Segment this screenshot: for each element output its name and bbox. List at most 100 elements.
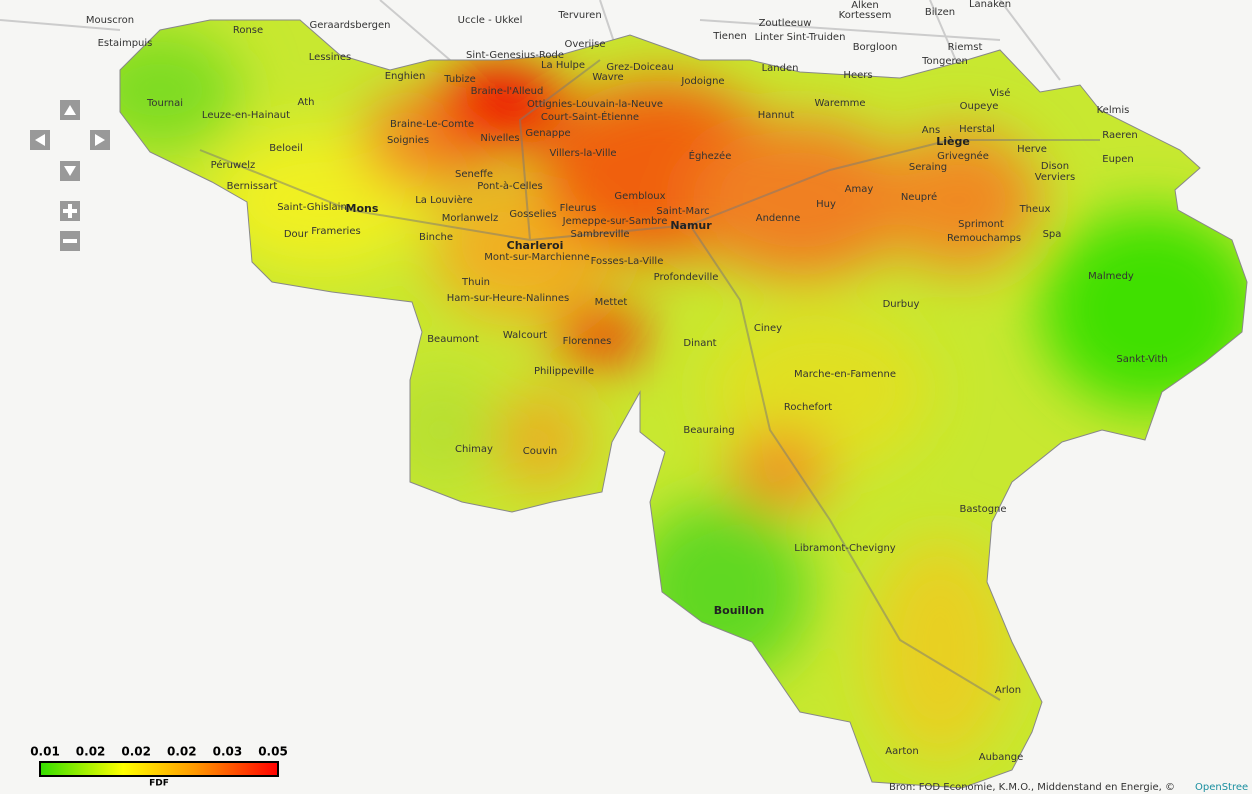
place-label: Visé	[990, 87, 1011, 99]
place-label: Seneffe	[455, 169, 493, 180]
place-label: Mont-sur-Marchienne	[484, 252, 589, 263]
place-label: Bastogne	[959, 504, 1006, 515]
attribution: Bron: FOD Economie, K.M.O., Middenstand …	[889, 782, 1175, 793]
legend-tick-label: 0.02	[121, 745, 151, 759]
place-label: Villers-la-Ville	[549, 148, 616, 159]
place-label: Dinant	[683, 338, 716, 349]
place-label: Eupen	[1102, 154, 1134, 165]
place-label: Geraardsbergen	[309, 20, 390, 31]
place-label: Tervuren	[557, 10, 601, 21]
place-label: Aubange	[979, 752, 1024, 763]
pan-left[interactable]	[30, 130, 50, 150]
place-label: Thuin	[461, 277, 490, 288]
place-label: Ath	[298, 97, 315, 108]
place-label: Andenne	[756, 213, 801, 224]
place-label: Bilzen	[925, 7, 955, 18]
place-label: Florennes	[563, 336, 612, 347]
place-label: Braine-l'Alleud	[471, 86, 544, 97]
place-label: La Hulpe	[541, 60, 585, 71]
place-label: Herve	[1017, 144, 1047, 155]
place-label: Rochefort	[784, 402, 832, 413]
place-label: Grivegnée	[937, 150, 989, 162]
place-label: Tienen	[712, 31, 747, 42]
place-label: Uccle - Ukkel	[458, 15, 523, 26]
place-label: Fosses-La-Ville	[591, 256, 664, 267]
place-label: Kortessem	[839, 10, 892, 21]
place-label: Couvin	[523, 446, 557, 457]
place-label: Arlon	[995, 685, 1021, 696]
place-label: Gosselies	[509, 209, 556, 220]
place-label: Seraing	[909, 162, 947, 173]
zoom-out[interactable]	[60, 231, 80, 251]
place-label: Court-Saint-Étienne	[541, 110, 639, 123]
place-label: Heers	[843, 70, 872, 81]
place-label: Mettet	[595, 297, 628, 308]
place-label: Marche-en-Famenne	[794, 369, 896, 380]
place-label: Mons	[346, 202, 379, 215]
place-label: Dison	[1041, 161, 1069, 172]
place-label: Genappe	[525, 128, 570, 139]
place-label: Saint-Marc	[656, 206, 709, 217]
place-label: Amay	[845, 184, 874, 195]
zoom-in[interactable]	[60, 201, 80, 221]
place-label: Éghezée	[689, 149, 732, 162]
attribution-link[interactable]: OpenStree	[1195, 782, 1248, 793]
place-label: Profondeville	[654, 272, 719, 283]
place-label: Frameries	[311, 226, 360, 237]
place-label: Ans	[922, 125, 940, 136]
place-label: Mouscron	[86, 15, 134, 26]
place-label: Verviers	[1035, 172, 1076, 183]
background-roads	[0, 0, 1061, 81]
place-label: Waremme	[814, 98, 865, 109]
place-label: Pont-à-Celles	[477, 180, 542, 192]
place-label: Herstal	[959, 124, 995, 135]
place-label: Libramont-Chevigny	[794, 543, 896, 554]
place-label: Linter Sint-Truiden	[755, 32, 846, 43]
place-label: Sint-Genesius-Rode	[466, 50, 564, 61]
place-label: Saint-Ghislain	[277, 202, 347, 213]
place-label: Nivelles	[480, 133, 519, 144]
place-label: Sprimont	[958, 219, 1004, 230]
place-label: Leuze-en-Hainaut	[202, 110, 290, 121]
legend-title: FDF	[149, 779, 169, 789]
place-label: Alken	[851, 0, 879, 11]
place-label: Jodoigne	[680, 76, 724, 87]
place-label: Neupré	[901, 191, 937, 203]
place-label: Binche	[419, 232, 453, 243]
place-label: Péruwelz	[211, 159, 256, 171]
place-label: Oupeye	[960, 101, 999, 112]
place-label: Huy	[816, 199, 836, 210]
place-label: Morlanwelz	[442, 213, 498, 224]
pan-up[interactable]	[60, 100, 80, 120]
place-label: Fleurus	[560, 203, 597, 214]
pan-down[interactable]	[60, 161, 80, 181]
place-label: Ham-sur-Heure-Nalinnes	[447, 293, 570, 304]
place-label: Hannut	[758, 110, 795, 121]
legend-tick-label: 0.03	[213, 745, 243, 759]
place-label: Walcourt	[503, 330, 547, 341]
place-label: Tongeren	[921, 56, 968, 67]
place-label: Riemst	[948, 42, 983, 53]
place-label: Soignies	[387, 135, 429, 146]
place-label: Braine-Le-Comte	[390, 119, 474, 130]
navigation	[30, 100, 110, 251]
legend-tick-label: 0.02	[167, 745, 197, 759]
place-label: Charleroi	[507, 239, 564, 252]
pan-right[interactable]	[90, 130, 110, 150]
place-label: Ronse	[233, 25, 263, 36]
place-label: Wavre	[592, 72, 623, 83]
place-label: Lanaken	[969, 0, 1011, 10]
place-label: Bouillon	[714, 604, 764, 617]
legend-tick-label: 0.01	[30, 745, 60, 759]
place-label: Beauraing	[683, 425, 734, 436]
place-label: Raeren	[1102, 130, 1137, 141]
legend-tick-label: 0.05	[258, 745, 288, 759]
place-label: Durbuy	[883, 299, 920, 310]
place-label: Overijse	[565, 39, 606, 50]
place-label: Aarton	[885, 746, 918, 757]
place-label: Kelmis	[1097, 105, 1130, 116]
place-label: Lessines	[309, 52, 351, 63]
legend-tick-label: 0.02	[76, 745, 106, 759]
